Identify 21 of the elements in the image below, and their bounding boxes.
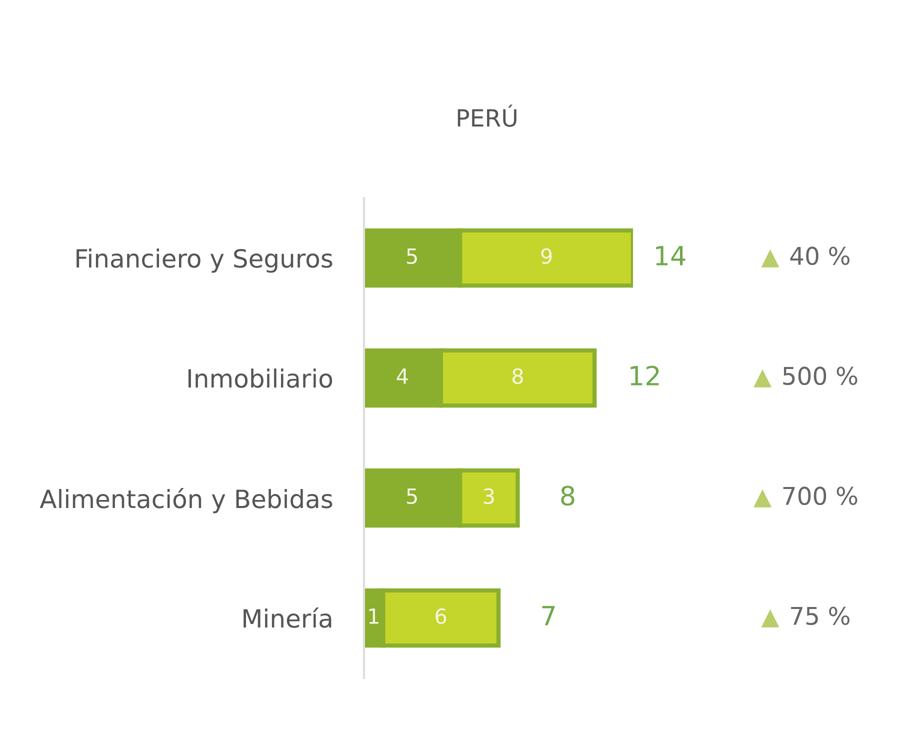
data-label: 1	[369, 608, 378, 624]
y-tick-label: Alimentación y Bebidas	[40, 488, 332, 514]
total-label: 7	[542, 606, 555, 626]
y-tick-label: Inmobiliario	[188, 368, 332, 388]
data-label: 6	[436, 608, 446, 624]
total-label: 12	[630, 366, 659, 386]
text: ▲ 700 %	[754, 486, 858, 508]
text: ▲ 40 %	[761, 246, 850, 268]
data-label: 8	[512, 368, 523, 384]
y-tick-label: Minería	[244, 608, 332, 628]
total-label: 8	[561, 486, 574, 506]
chart-title: PERÚ	[458, 104, 516, 127]
data-label: 4	[396, 368, 408, 384]
text: ▲ 500 %	[754, 366, 858, 388]
data-label: 3	[484, 488, 494, 504]
data-label: 5	[407, 488, 417, 504]
y-tick-label: Financiero y Seguros	[76, 248, 332, 273]
text: ▲ 75 %	[761, 606, 850, 628]
data-label: 5	[407, 248, 417, 264]
total-label: 14	[656, 246, 686, 266]
data-label: 9	[541, 248, 552, 264]
